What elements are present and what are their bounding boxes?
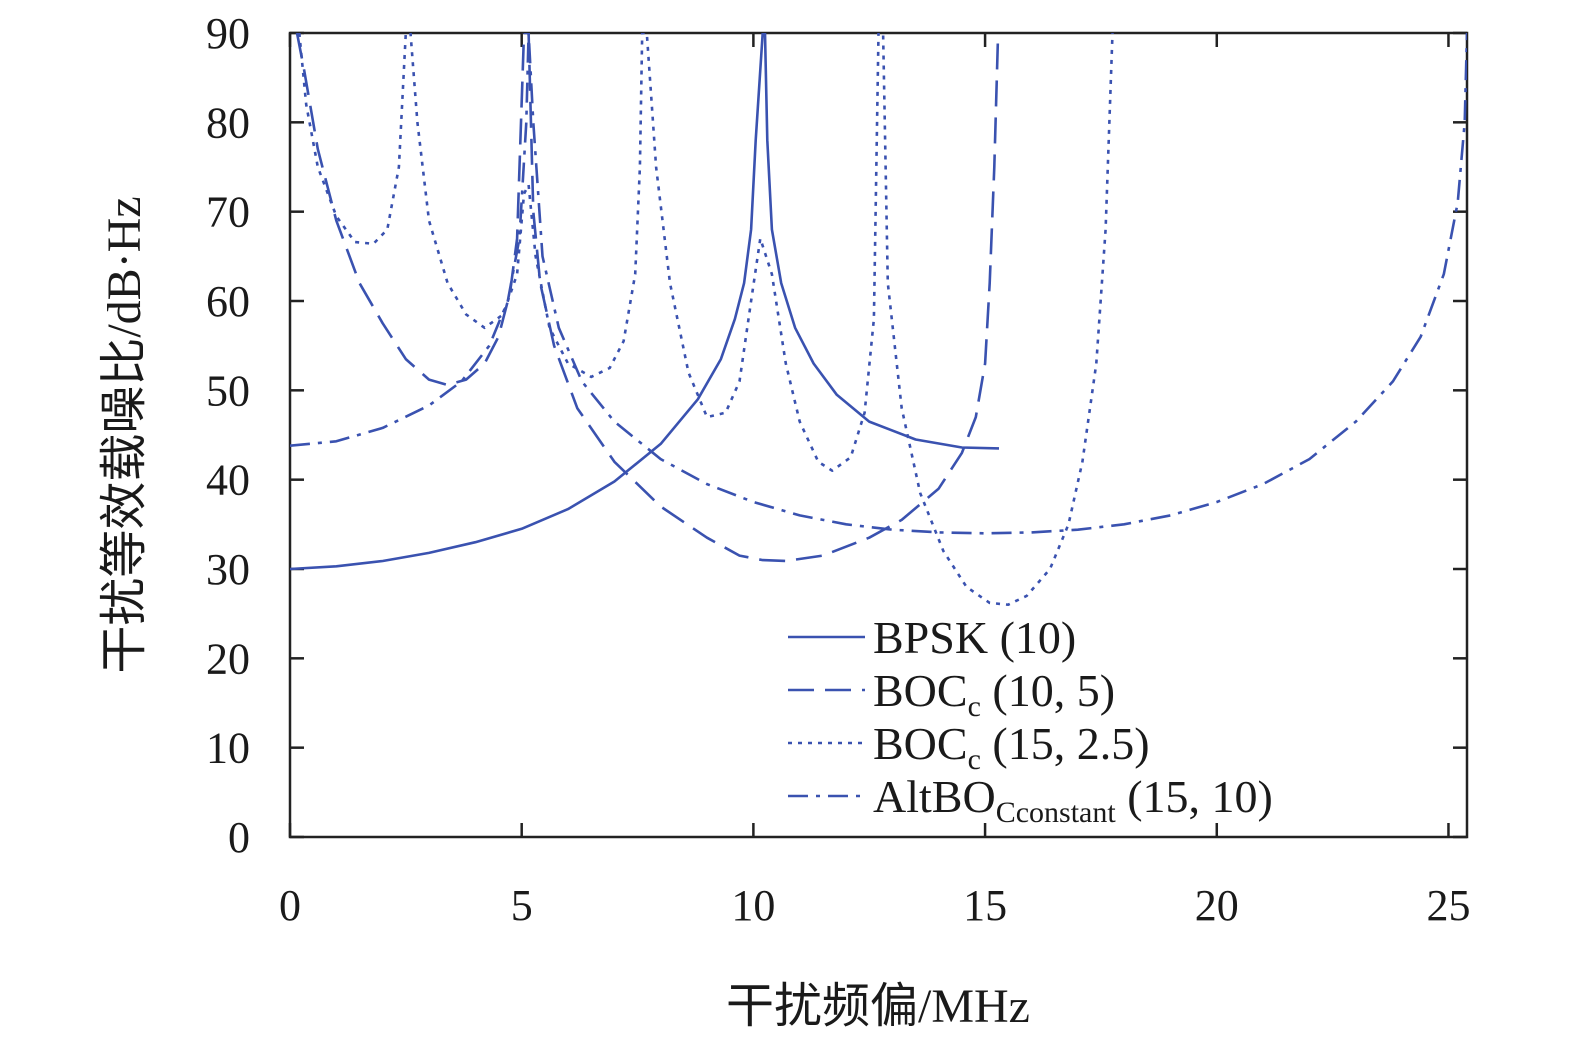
series-line-3 xyxy=(298,33,1114,606)
y-tick-label: 10 xyxy=(206,724,250,773)
legend-label-main: BOC xyxy=(873,665,968,716)
series-line-2 xyxy=(295,33,1000,563)
y-tick-label: 60 xyxy=(206,277,250,326)
legend-label-4: AltBOCconstant (15, 10) xyxy=(873,771,1273,829)
series-line-1 xyxy=(290,33,1000,571)
y-tick-label: 30 xyxy=(206,545,250,594)
legend-label-tail: (15, 2.5) xyxy=(981,718,1150,769)
legend-label-2: BOCc (10, 5) xyxy=(873,665,1115,723)
legend-label-subscript: c xyxy=(968,743,981,776)
legend-label-3: BOCc (15, 2.5) xyxy=(873,718,1150,776)
y-tick-label: 70 xyxy=(206,188,250,237)
y-tick-label: 50 xyxy=(206,366,250,415)
x-axis-title: 干扰频偏/MHz xyxy=(726,980,1030,1033)
x-tick-label: 10 xyxy=(731,881,775,930)
x-tick-label: 15 xyxy=(963,881,1007,930)
y-axis-title: 干扰等效载噪比/dB·Hz xyxy=(98,196,151,673)
x-tick-label: 5 xyxy=(511,881,533,930)
y-tick-label: 0 xyxy=(228,813,250,862)
x-tick-label: 20 xyxy=(1195,881,1239,930)
x-tick-label: 0 xyxy=(279,881,301,930)
y-tick-label: 40 xyxy=(206,456,250,505)
legend-label-main: AltBO xyxy=(873,771,996,822)
legend-label-main: BOC xyxy=(873,718,968,769)
ticks-layer: 0 5 10 15 20 25 0 10 20 30 40 50 60 70 80 90 xyxy=(206,9,1470,930)
x-tick-label: 25 xyxy=(1426,881,1470,930)
legend-label-main: BPSK (10) xyxy=(873,612,1076,663)
y-tick-label: 20 xyxy=(206,634,250,683)
legend: BPSK (10)BOCc (10, 5)BOCc (15, 2.5)AltBO… xyxy=(788,612,1273,829)
legend-label-subscript: c xyxy=(968,690,981,723)
series-line-4 xyxy=(290,33,1467,535)
plot-frame xyxy=(288,31,1469,839)
legend-label-tail: (15, 10) xyxy=(1116,771,1273,822)
y-tick-label: 90 xyxy=(206,9,250,58)
legend-label-tail: (10, 5) xyxy=(981,665,1115,716)
y-tick-label: 80 xyxy=(206,98,250,147)
legend-label-subscript: Cconstant xyxy=(996,796,1117,829)
legend-label-1: BPSK (10) xyxy=(873,612,1076,663)
series-layer xyxy=(290,33,1467,606)
